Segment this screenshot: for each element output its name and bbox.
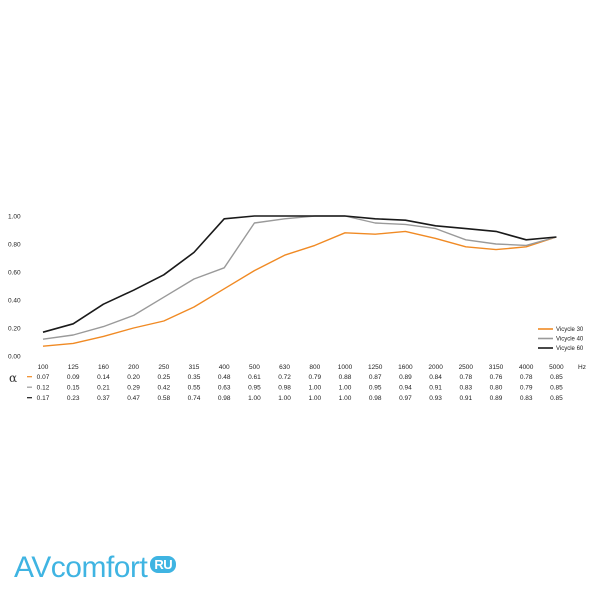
x-tick-label: 160	[98, 364, 109, 371]
x-tick-label: 1000	[338, 364, 353, 371]
table-cell-value: 0.98	[278, 385, 291, 392]
table-cell-value: 0.95	[369, 385, 382, 392]
series-line	[42, 215, 557, 340]
series-lines	[42, 215, 557, 347]
x-axis-ticks: 100 125 160 200 250 315 400 500 630 800 1000 1250 16…	[38, 364, 586, 371]
x-tick-label: 1250	[368, 364, 383, 371]
table-cell-value: 0.89	[399, 374, 412, 381]
values-table: α 0.07 0.09 0.14 0.20 0.25 0.35 0.48 0.61 0.72 0.7…	[9, 371, 563, 402]
table-cell-value: 0.87	[369, 374, 382, 381]
table-cell-value: 1.00	[278, 395, 291, 402]
table-cell-value: 0.72	[278, 374, 291, 381]
table-cell-value: 0.25	[157, 374, 170, 381]
table-cell-value: 0.14	[97, 374, 110, 381]
table-cell-value: 0.15	[67, 385, 80, 392]
table-cell-value: 0.17	[37, 395, 50, 402]
table-cell-value: 1.00	[308, 385, 321, 392]
legend-label: Vicycle 60	[556, 346, 584, 352]
x-tick-label: 315	[189, 364, 200, 371]
table-cell-value: 0.91	[459, 395, 472, 402]
table-cell-value: 0.20	[127, 374, 140, 381]
x-tick-label: 250	[158, 364, 169, 371]
table-cell-value: 0.88	[339, 374, 352, 381]
table-cell-value: 0.48	[218, 374, 231, 381]
y-tick-label: 1.00	[8, 214, 21, 221]
table-cell-value: 0.58	[157, 395, 170, 402]
y-tick-label: 0.60	[8, 270, 21, 277]
y-tick-label: 0.80	[8, 242, 21, 249]
legend-label: Vicycle 30	[556, 327, 584, 333]
table-cell-value: 0.80	[490, 385, 503, 392]
table-cell-value: 1.00	[308, 395, 321, 402]
table-cell-value: 0.93	[429, 395, 442, 402]
table-cell-value: 0.85	[550, 374, 563, 381]
table-cell-value: 0.83	[520, 395, 533, 402]
x-tick-label: 630	[279, 364, 290, 371]
x-tick-label: 2000	[428, 364, 443, 371]
logo-av: AV	[14, 551, 51, 584]
table-cell-value: 0.23	[67, 395, 80, 402]
table-cell-value: 0.97	[399, 395, 412, 402]
x-tick-label: 5000	[549, 364, 564, 371]
table-cell-value: 0.79	[308, 374, 321, 381]
table-cell-value: 1.00	[339, 395, 352, 402]
table-cell-value: 0.35	[188, 374, 201, 381]
table-cell-value: 0.85	[550, 395, 563, 402]
table-cell-value: 0.42	[157, 385, 170, 392]
table-cell-value: 1.00	[339, 385, 352, 392]
series-line	[42, 215, 557, 333]
table-cell-value: 0.55	[188, 385, 201, 392]
table-cell-value: 0.94	[399, 385, 412, 392]
avcomfort-logo: AVcomfort RU	[14, 551, 177, 584]
x-tick-label: 400	[219, 364, 230, 371]
x-tick-label: 800	[309, 364, 320, 371]
table-cell-value: 0.12	[37, 385, 50, 392]
y-tick-label: 0.40	[8, 298, 21, 305]
x-tick-label: 3150	[489, 364, 504, 371]
x-tick-label: 125	[68, 364, 79, 371]
table-cell-value: 0.83	[459, 385, 472, 392]
table-cell-value: 1.00	[248, 395, 261, 402]
table-cell-value: 0.78	[459, 374, 472, 381]
legend-label: Vicycle 40	[556, 337, 584, 343]
table-cell-value: 0.98	[218, 395, 231, 402]
x-unit-label: Hz	[578, 364, 586, 371]
table-cell-value: 0.91	[429, 385, 442, 392]
table-cell-value: 0.74	[188, 395, 201, 402]
table-cell-value: 0.79	[520, 385, 533, 392]
x-tick-label: 2500	[459, 364, 474, 371]
table-cell-value: 0.37	[97, 395, 110, 402]
legend: Vicycle 30 Vicycle 40 Vicycle 60	[538, 327, 584, 352]
table-cell-value: 0.29	[127, 385, 140, 392]
series-line	[42, 230, 557, 347]
table-cell-value: 0.61	[248, 374, 261, 381]
table-cell-value: 0.09	[67, 374, 80, 381]
table-cell-value: 0.89	[490, 395, 503, 402]
x-tick-label: 100	[38, 364, 49, 371]
table-cell-value: 0.76	[490, 374, 503, 381]
y-axis-ticks: 0.00 0.20 0.40 0.60 0.80 1.00	[8, 214, 21, 361]
table-cell-value: 0.85	[550, 385, 563, 392]
table-cell-value: 0.84	[429, 374, 442, 381]
y-tick-label: 0.00	[8, 354, 21, 361]
table-cell-value: 0.95	[248, 385, 261, 392]
x-tick-label: 4000	[519, 364, 534, 371]
logo-comfort: comfort	[50, 551, 148, 584]
table-cell-value: 0.07	[37, 374, 50, 381]
table-cell-value: 0.78	[520, 374, 533, 381]
table-cell-value: 0.47	[127, 395, 140, 402]
y-tick-label: 0.20	[8, 326, 21, 333]
x-tick-label: 1600	[398, 364, 413, 371]
x-tick-label: 500	[249, 364, 260, 371]
logo-ru-badge: RU	[150, 556, 177, 573]
x-tick-label: 200	[128, 364, 139, 371]
table-cell-value: 0.21	[97, 385, 110, 392]
table-cell-value: 0.63	[218, 385, 231, 392]
table-cell-value: 0.98	[369, 395, 382, 402]
alpha-symbol: α	[9, 371, 17, 385]
